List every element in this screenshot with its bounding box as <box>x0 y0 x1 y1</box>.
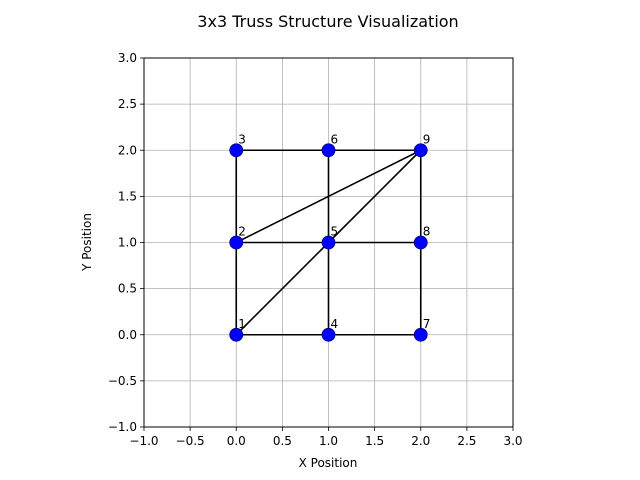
y-tick-label: 0.0 <box>118 328 137 342</box>
truss-node <box>229 143 244 158</box>
truss-node <box>229 235 244 250</box>
node-label: 1 <box>238 317 246 331</box>
node-label: 8 <box>423 225 431 239</box>
x-tick-label: −0.5 <box>176 434 205 448</box>
x-tick-label: 1.5 <box>365 434 384 448</box>
x-tick-label: 2.5 <box>457 434 476 448</box>
truss-node <box>413 143 428 158</box>
truss-member <box>235 241 330 336</box>
y-tick-label: 1.0 <box>118 236 137 250</box>
truss-node <box>321 327 336 342</box>
node-label: 2 <box>238 225 246 239</box>
node-label: 4 <box>331 317 339 331</box>
y-tick-label: −0.5 <box>108 374 137 388</box>
y-tick-label: 1.5 <box>118 189 137 203</box>
y-tick-label: −1.0 <box>108 420 137 434</box>
node-label: 6 <box>331 132 339 146</box>
truss-node <box>413 327 428 342</box>
nodes-layer <box>229 143 428 342</box>
y-tick-label: 3.0 <box>118 51 137 65</box>
x-tick-label: 2.0 <box>411 434 430 448</box>
chart-title: 3x3 Truss Structure Visualization <box>197 12 458 31</box>
x-tick-label: −1.0 <box>129 434 158 448</box>
node-labels-layer: 1 2 3 4 5 6 7 8 9 <box>238 132 430 331</box>
y-tick-label: 2.5 <box>118 97 137 111</box>
x-tick-label: 3.0 <box>503 434 522 448</box>
y-axis-label: Y Position <box>80 213 94 272</box>
truss-member <box>235 149 422 244</box>
y-tick-label: 0.5 <box>118 282 137 296</box>
x-tick-label: 0.5 <box>273 434 292 448</box>
truss-node <box>321 143 336 158</box>
node-label: 5 <box>331 225 339 239</box>
ticks-layer: −1.0 −0.5 0.0 0.5 1.0 1.5 2.0 2.5 3.0 −1.0 −0.5 0.0… <box>108 51 523 448</box>
y-tick-label: 2.0 <box>118 143 137 157</box>
truss-node <box>229 327 244 342</box>
truss-member <box>327 149 422 244</box>
x-tick-label: 0.0 <box>227 434 246 448</box>
x-tick-label: 1.0 <box>319 434 338 448</box>
node-label: 3 <box>238 132 246 146</box>
truss-node <box>321 235 336 250</box>
node-label: 7 <box>423 317 431 331</box>
truss-node <box>413 235 428 250</box>
members-layer <box>235 149 422 336</box>
node-label: 9 <box>423 132 431 146</box>
x-axis-label: X Position <box>299 456 358 470</box>
